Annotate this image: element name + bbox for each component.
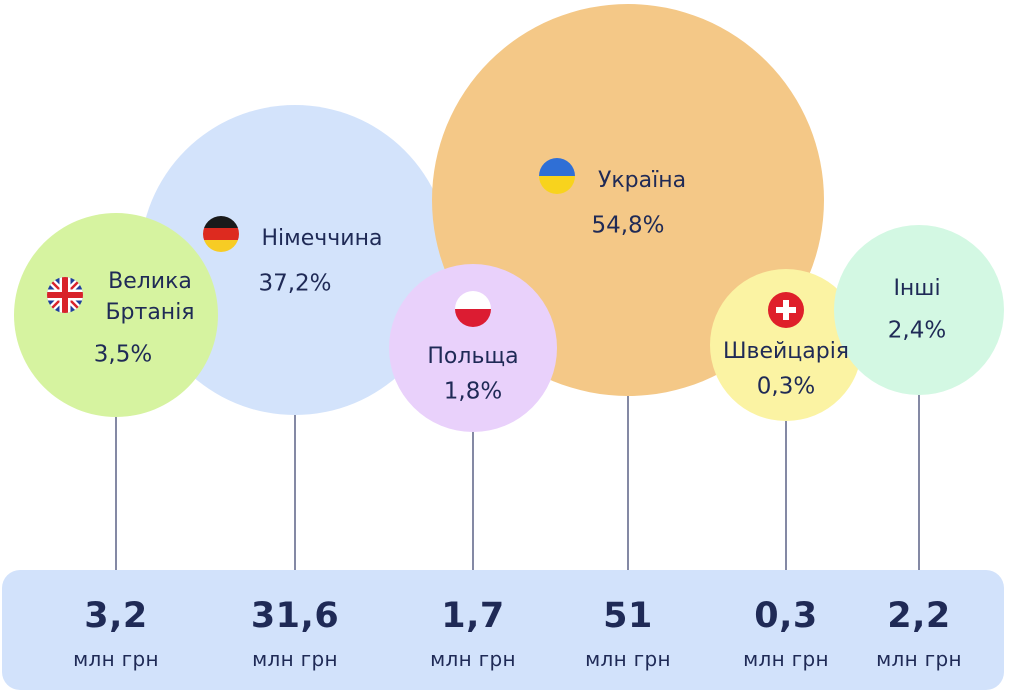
amount-value-uk: 3,2 (84, 596, 148, 636)
country-name-uk: Велика (108, 269, 192, 294)
amount-unit-other: млн грн (876, 647, 962, 671)
country-name-other: Інші (893, 276, 940, 301)
amount-unit-ch: млн грн (743, 647, 829, 671)
amount-unit-pl: млн грн (430, 647, 516, 671)
country-name-pl: Польща (427, 344, 518, 369)
bubble-de (140, 105, 450, 415)
amount-value-ua: 51 (603, 596, 653, 636)
germany-flag-icon (203, 216, 239, 252)
bubble-pl (389, 264, 557, 432)
country-name-de: Німеччина (262, 226, 383, 251)
country-name-uk: Бртанія (105, 300, 194, 325)
country-name-ua: Україна (598, 168, 686, 193)
uk-flag-icon (47, 277, 83, 313)
share-label-uk: 3,5% (94, 342, 152, 368)
share-label-de: 37,2% (258, 271, 331, 297)
amount-column-ch: 0,3 млн грн (716, 596, 856, 672)
poland-flag-icon (455, 291, 491, 327)
amount-column-de: 31,6 млн грн (225, 596, 365, 672)
amount-value-ch: 0,3 (754, 596, 818, 636)
share-label-ua: 54,8% (591, 213, 664, 239)
amount-column-other: 2,2 млн грн (849, 596, 989, 672)
bubble-ch (710, 269, 862, 421)
bubble-uk (14, 213, 218, 417)
amount-column-uk: 3,2 млн грн (46, 596, 186, 672)
amount-column-ua: 51 млн грн (558, 596, 698, 672)
amount-value-pl: 1,7 (441, 596, 505, 636)
amounts-panel (2, 570, 1004, 690)
share-label-pl: 1,8% (444, 379, 502, 405)
bubble-other (834, 225, 1004, 395)
ukraine-flag-icon (539, 158, 575, 194)
amount-value-de: 31,6 (250, 596, 340, 636)
share-label-ch: 0,3% (757, 374, 815, 400)
switzerland-flag-icon (768, 292, 804, 328)
country-name-ch: Швейцарія (723, 339, 849, 364)
amount-unit-ua: млн грн (585, 647, 671, 671)
amount-unit-de: млн грн (252, 647, 338, 671)
amount-value-other: 2,2 (887, 596, 951, 636)
share-label-other: 2,4% (888, 318, 946, 344)
amount-unit-uk: млн грн (73, 647, 159, 671)
amount-column-pl: 1,7 млн грн (403, 596, 543, 672)
